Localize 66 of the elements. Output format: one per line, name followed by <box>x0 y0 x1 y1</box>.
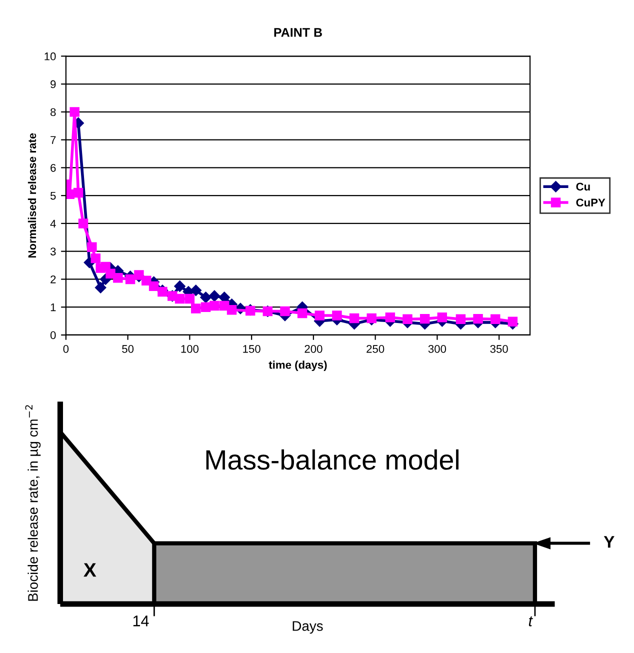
point <box>280 306 290 316</box>
point <box>90 253 100 264</box>
point <box>148 281 159 292</box>
text: Days <box>292 621 323 634</box>
text: X <box>84 563 96 577</box>
point <box>366 313 376 324</box>
point <box>158 286 168 297</box>
text: 14 <box>133 616 149 626</box>
point <box>125 274 136 284</box>
point <box>113 272 123 283</box>
y-axis-title: Normalised release rate <box>28 133 36 258</box>
point <box>78 218 88 228</box>
y-tick-label: 7 <box>50 136 56 144</box>
point <box>70 107 80 117</box>
point <box>332 310 342 320</box>
y-tick-label: 3 <box>50 248 56 256</box>
point <box>134 270 144 280</box>
point <box>87 242 97 252</box>
point <box>420 314 430 324</box>
point <box>473 314 483 324</box>
point <box>191 304 201 314</box>
x-tick-label: 250 <box>366 345 384 353</box>
point <box>190 284 202 296</box>
x-axis-title: time (days) <box>268 360 327 371</box>
point <box>508 316 518 326</box>
y-tick-label: 8 <box>50 108 56 116</box>
text: Y <box>604 536 614 548</box>
point <box>174 280 186 292</box>
y-tick-label: 4 <box>50 220 56 228</box>
y-tick-label: 2 <box>50 275 56 284</box>
text: Biocide release rate, in µg cm$^{−2}$ <box>25 405 41 601</box>
point <box>200 302 211 312</box>
point <box>200 292 212 303</box>
y-tick-label: 5 <box>50 192 56 200</box>
x-tick-label: 300 <box>428 345 446 353</box>
x-tick-label: 0 <box>63 345 69 353</box>
point <box>314 310 324 320</box>
point <box>174 294 185 304</box>
point <box>226 305 237 315</box>
point <box>490 314 500 324</box>
y-tick-label: 0 <box>50 331 56 340</box>
point <box>184 294 195 304</box>
x-tick-label: 200 <box>304 345 322 353</box>
chart-title: PAINT B <box>274 28 322 37</box>
point <box>73 188 84 198</box>
point <box>210 300 220 311</box>
point <box>349 313 360 324</box>
point <box>456 314 466 324</box>
y-tick-label: 9 <box>50 80 56 88</box>
point <box>437 312 448 322</box>
y-tick-label: 10 <box>44 52 56 60</box>
legend-label: CuPY <box>576 198 606 207</box>
x-tick-label: 100 <box>181 345 199 353</box>
point <box>402 314 412 324</box>
legend-label: Cu <box>576 182 590 191</box>
y-tick-label: 6 <box>50 164 56 172</box>
point <box>208 290 220 302</box>
y-tick-label: 1 <box>50 303 56 312</box>
x-tick-label: 50 <box>122 345 134 353</box>
x-tick-label: 150 <box>243 345 260 353</box>
point <box>297 308 308 318</box>
point <box>94 282 106 294</box>
point <box>385 312 396 322</box>
x-tick-label: 350 <box>490 345 508 353</box>
text: Mass-balance model <box>206 449 459 470</box>
text: t <box>528 616 534 626</box>
